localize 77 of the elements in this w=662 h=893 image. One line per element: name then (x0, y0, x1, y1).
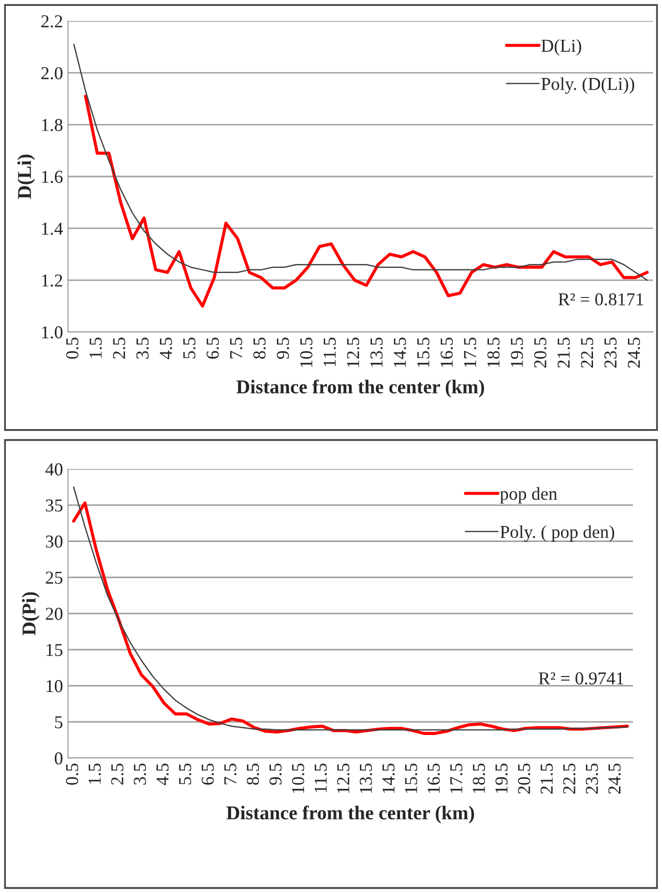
y-axis-title: D(Li) (17, 154, 36, 199)
y-tick-label: 0 (54, 752, 62, 764)
x-tick-label: 24.5 (608, 764, 621, 794)
x-tick-label: 8.5 (253, 338, 266, 359)
x-tick-label: 1.5 (88, 764, 101, 784)
line-series (84, 94, 649, 308)
x-tick-label: 8.5 (246, 764, 260, 785)
y-tick-label: 2.0 (41, 67, 62, 80)
x-tick-label: 9.5 (276, 338, 290, 359)
x-tick-label: 0.5 (66, 338, 78, 359)
x-tick-label: 12.5 (337, 764, 350, 793)
y-tick-label: 25 (46, 572, 62, 584)
y-tick-label: 1.8 (42, 118, 62, 132)
x-tick-label: 6.5 (202, 764, 214, 785)
y-axis-title: D(Pi) (22, 592, 40, 636)
y-tick-label: 5 (55, 716, 62, 728)
x-axis-title: Distance from the center (km) (236, 380, 484, 398)
x-tick-label: 18.5 (487, 338, 500, 367)
y-tick-label: 1.6 (42, 170, 63, 184)
x-tick-label: 3.5 (134, 764, 146, 785)
y-tick-label: 1.4 (42, 222, 63, 235)
x-tick-label: 2.5 (111, 764, 124, 785)
x-tick-label: 13.5 (370, 338, 383, 367)
x-tick-label: 1.5 (90, 338, 102, 358)
x-tick-label: 16.5 (428, 764, 440, 793)
y-tick-label: 40 (45, 463, 62, 476)
x-tick-label: 23.5 (604, 338, 617, 368)
legend-label: Poly. (D(Li)) (541, 77, 634, 94)
x-tick-label: 5.5 (179, 764, 192, 784)
x-tick-label: 4.5 (156, 764, 169, 786)
x-tick-label: 16.5 (440, 338, 453, 367)
x-tick-label: 13.5 (360, 764, 372, 793)
x-tick-label: 21.5 (558, 338, 570, 368)
x-tick-label: 6.5 (206, 338, 219, 359)
x-tick-label: 3.5 (136, 338, 149, 359)
x-tick-label: 19.5 (495, 764, 508, 793)
y-tick-label: 20 (46, 608, 62, 620)
legend-label: Poly. ( pop den) (500, 525, 614, 542)
x-tick-label: 19.5 (510, 338, 524, 367)
x-tick-label: 0.5 (66, 764, 78, 785)
x-tick-label: 12.5 (347, 338, 360, 367)
x-tick-label: 24.5 (628, 338, 640, 368)
x-tick-label: 15.5 (405, 764, 418, 793)
x-tick-label: 9.5 (269, 764, 282, 785)
annotation: R² = 0.8171 (558, 293, 644, 306)
legend-label: pop den (500, 487, 558, 504)
x-tick-label: 10.5 (300, 338, 312, 367)
x-tick-label: 10.5 (292, 764, 304, 793)
x-tick-label: 15.5 (417, 338, 430, 367)
y-tick-label: 1.2 (42, 274, 62, 287)
y-tick-label: 15 (46, 644, 62, 656)
x-tick-label: 5.5 (183, 338, 196, 358)
y-tick-label: 10 (46, 680, 62, 692)
x-axis-title: Distance from the center (km) (226, 806, 474, 824)
x-tick-label: 20.5 (518, 764, 530, 794)
y-tick-label: 35 (46, 499, 62, 512)
x-tick-label: 14.5 (394, 338, 406, 367)
x-tick-label: 7.5 (224, 764, 236, 784)
x-tick-label: 2.5 (113, 338, 126, 359)
x-tick-label: 23.5 (586, 764, 598, 794)
x-tick-label: 7.5 (230, 338, 242, 358)
x-tick-label: 20.5 (534, 338, 546, 368)
y-tick-label: 1.0 (42, 326, 62, 339)
x-tick-label: 14.5 (382, 764, 395, 793)
legend-label: D(Li) (541, 39, 582, 56)
y-tick-label: 2.2 (41, 15, 62, 28)
x-tick-label: 21.5 (540, 764, 553, 794)
y-tick-label: 30 (46, 536, 62, 548)
x-tick-label: 11.5 (314, 764, 327, 792)
x-tick-label: 17.5 (464, 338, 476, 367)
x-tick-label: 11.5 (324, 338, 336, 366)
x-tick-label: 17.5 (450, 764, 462, 793)
x-tick-label: 4.5 (160, 338, 172, 360)
x-tick-label: 22.5 (581, 338, 594, 368)
x-tick-label: 22.5 (563, 764, 576, 794)
annotation: R² = 0.9741 (538, 672, 624, 685)
x-tick-label: 18.5 (472, 764, 486, 793)
